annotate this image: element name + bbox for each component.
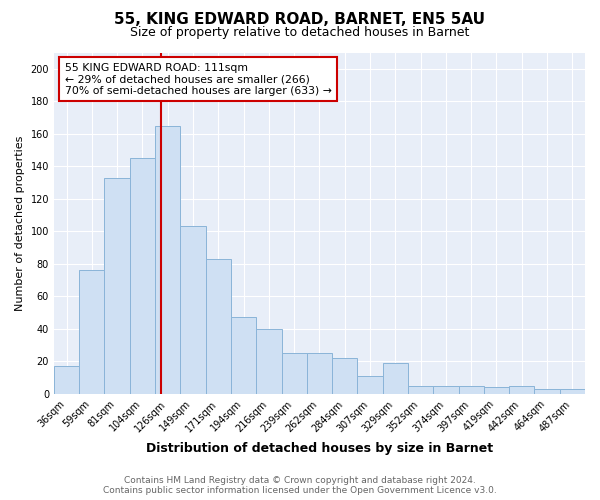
Bar [54, 366, 79, 394]
Bar [358, 376, 383, 394]
Bar [104, 178, 130, 394]
Bar [433, 386, 458, 394]
Bar [130, 158, 155, 394]
Bar [383, 363, 408, 394]
Bar [79, 270, 104, 394]
Bar [281, 354, 307, 394]
Text: Contains HM Land Registry data © Crown copyright and database right 2024.
Contai: Contains HM Land Registry data © Crown c… [103, 476, 497, 495]
Text: Size of property relative to detached houses in Barnet: Size of property relative to detached ho… [130, 26, 470, 39]
Text: 55, KING EDWARD ROAD, BARNET, EN5 5AU: 55, KING EDWARD ROAD, BARNET, EN5 5AU [115, 12, 485, 28]
Bar [206, 259, 231, 394]
Bar [256, 329, 281, 394]
Bar [509, 386, 535, 394]
Bar [535, 389, 560, 394]
Bar [231, 318, 256, 394]
Bar [307, 354, 332, 394]
Bar [155, 126, 181, 394]
Text: 55 KING EDWARD ROAD: 111sqm
← 29% of detached houses are smaller (266)
70% of se: 55 KING EDWARD ROAD: 111sqm ← 29% of det… [65, 62, 331, 96]
Bar [332, 358, 358, 394]
Bar [408, 386, 433, 394]
Y-axis label: Number of detached properties: Number of detached properties [15, 136, 25, 311]
Bar [560, 389, 585, 394]
Bar [181, 226, 206, 394]
X-axis label: Distribution of detached houses by size in Barnet: Distribution of detached houses by size … [146, 442, 493, 455]
Bar [484, 388, 509, 394]
Bar [458, 386, 484, 394]
